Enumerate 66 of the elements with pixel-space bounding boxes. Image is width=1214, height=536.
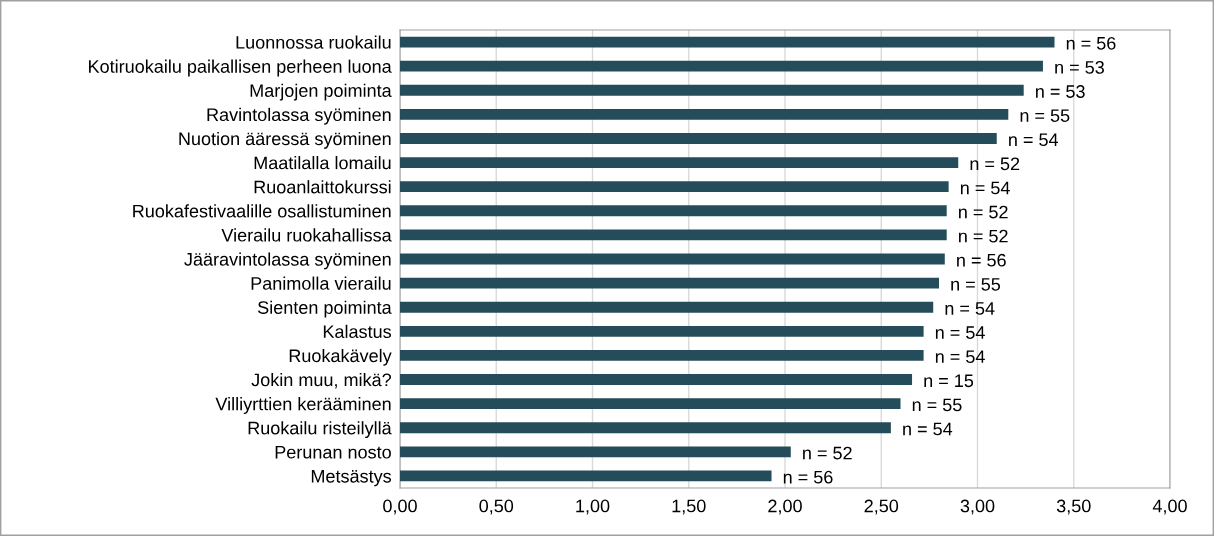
bar (400, 108, 1009, 120)
bar (400, 253, 945, 265)
bar (400, 277, 939, 289)
annotation: n = 54 (935, 326, 985, 339)
x-tick-label: 0,50 (479, 499, 514, 515)
bar (400, 350, 924, 361)
bar (400, 398, 901, 410)
annotation: n = 55 (912, 398, 962, 412)
annotation: n = 52 (970, 157, 1020, 171)
bar (400, 60, 1043, 72)
y-tick-label: Kalastus (323, 324, 392, 339)
y-tick-label: Kotiruokailu paikallisen perheen luona (89, 59, 392, 77)
y-tick-label: Maatilalla lomailu (254, 156, 391, 170)
bar (400, 181, 949, 193)
annotation: n = 56 (783, 470, 833, 484)
annotation: n = 56 (957, 253, 1006, 267)
y-tick-label: Ravintolassa syöminen (207, 107, 391, 125)
annotation: n = 55 (951, 278, 1001, 291)
x-tick-label: 2,50 (864, 499, 899, 515)
bar (400, 470, 772, 482)
annotation: n = 53 (1036, 85, 1085, 98)
y-tick-label: Ruoanlaittokurssi (254, 180, 391, 194)
x-tick-label: 1,50 (672, 499, 706, 515)
x-tick-label: 4,00 (1152, 499, 1187, 515)
annotation: n = 54 (1009, 133, 1059, 147)
bar (400, 374, 913, 385)
annotation: n = 56 (1066, 36, 1116, 50)
annotation: n = 53 (1055, 61, 1104, 74)
bar (400, 422, 891, 434)
bar (400, 446, 791, 458)
annotation: n = 54 (903, 422, 953, 436)
y-tick-label: Ruokakävely (289, 348, 392, 366)
x-tick-label: 3,00 (960, 499, 995, 515)
y-tick-label: Jääravintolassa syöminen (184, 252, 391, 270)
bar (400, 133, 997, 144)
y-tick-label: Vierailu ruokahallissa (221, 228, 392, 242)
annotation: n = 15 (924, 374, 974, 388)
annotation: n = 52 (959, 229, 1008, 243)
y-tick-label: Marjojen poiminta (250, 83, 392, 101)
annotation: n = 54 (960, 181, 1010, 195)
x-tick-label: 1,00 (576, 499, 610, 515)
x-tick-label: 2,00 (768, 499, 802, 515)
y-tick-label: Nuotion ääressä syöminen (179, 131, 391, 149)
annotation: n = 52 (803, 446, 852, 460)
y-tick-label: Luonnossa ruokailu (236, 35, 391, 49)
annotation: n = 52 (959, 205, 1008, 219)
bar (400, 301, 934, 313)
annotation: n = 54 (945, 302, 995, 315)
x-tick-label: 0,00 (383, 499, 417, 515)
bar (400, 229, 947, 241)
y-tick-label: Ruokafestivaalille osallistuminen (133, 204, 391, 218)
y-tick-label: Jokin muu, mikä? (251, 372, 392, 389)
y-tick-label: Metsästys (311, 470, 392, 487)
y-tick-label: Panimolla vierailu (251, 276, 391, 290)
bar (400, 84, 1024, 96)
y-tick-label: Ruokailu risteilyllä (248, 421, 392, 439)
bar (400, 36, 1055, 48)
bar (400, 325, 924, 337)
x-tick-label: 3,50 (1056, 499, 1091, 515)
y-tick-label: Perunan nosto (275, 445, 391, 459)
y-tick-label: Sienten poiminta (258, 300, 392, 318)
annotation: n = 55 (1020, 109, 1070, 122)
bar (400, 205, 947, 217)
annotation: n = 54 (935, 350, 985, 364)
bar (400, 157, 959, 168)
y-tick-label: Villiyrttien kerääminen (215, 397, 391, 414)
